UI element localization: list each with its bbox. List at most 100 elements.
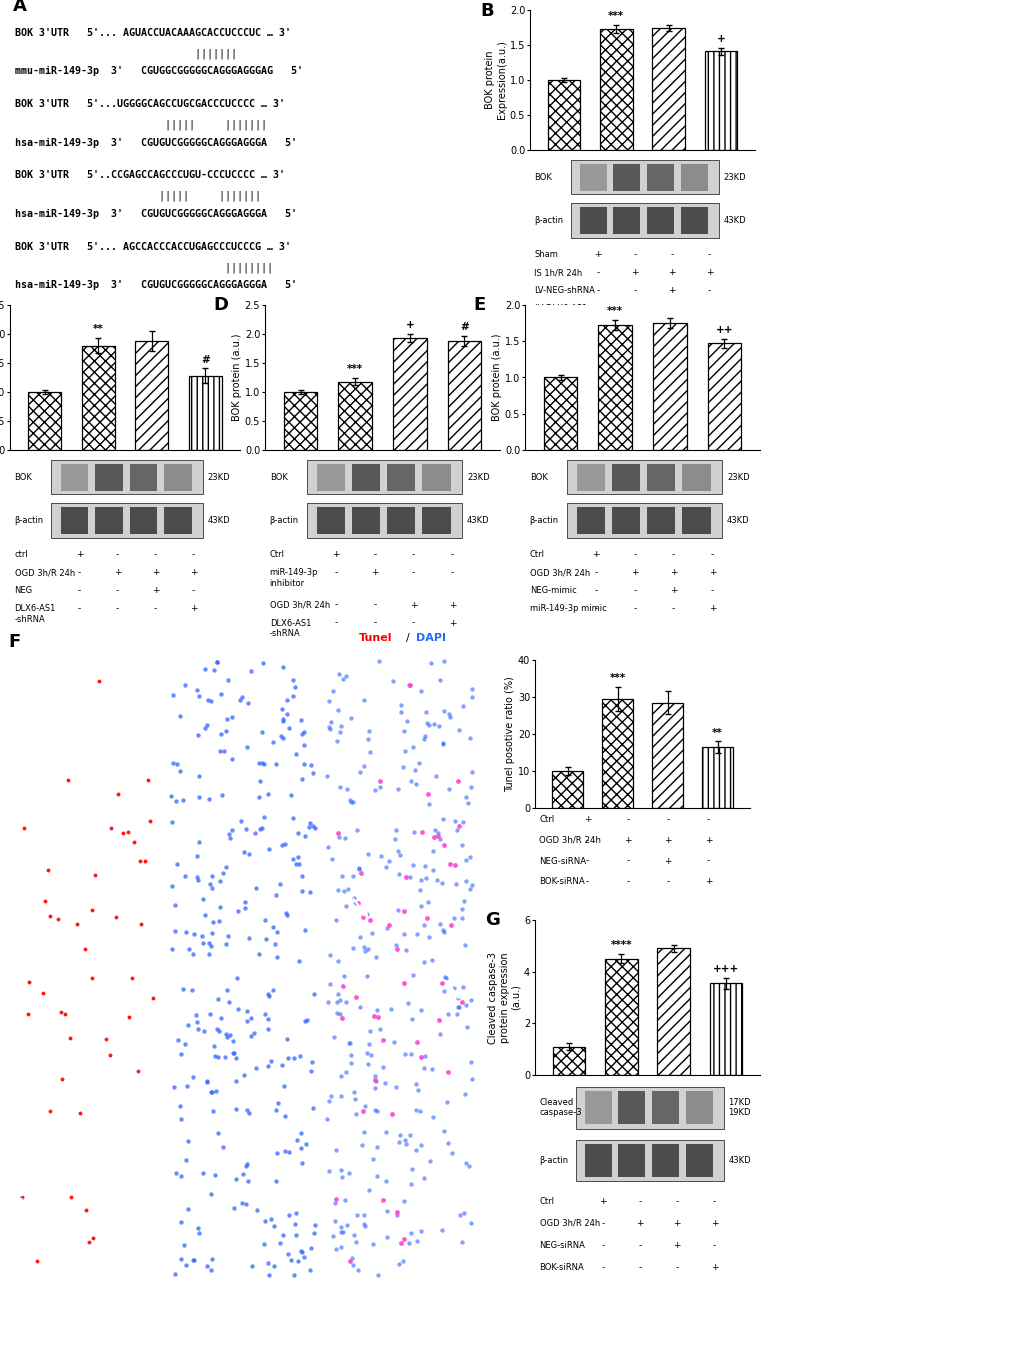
Bar [657, 949, 689, 1075]
Point [224, 749, 240, 770]
Point [42, 1101, 58, 1123]
Text: -: - [626, 878, 629, 886]
Point [406, 821, 422, 842]
Point [265, 1256, 281, 1278]
Point [439, 1003, 455, 1025]
Bar [599, 29, 632, 150]
Point [393, 694, 410, 716]
Point [351, 857, 367, 879]
Point [191, 765, 207, 787]
Point [361, 1033, 377, 1055]
Text: |||||     |||||||: ||||| ||||||| [15, 120, 267, 131]
Text: #: # [201, 355, 209, 365]
Point [459, 1015, 475, 1037]
Text: -: - [412, 568, 415, 577]
Point [386, 1032, 403, 1053]
Point [380, 849, 396, 871]
Text: NEG: NEG [14, 587, 33, 595]
Point [175, 977, 192, 999]
Point [164, 811, 180, 833]
Y-axis label: Tunel posotive ratio (%): Tunel posotive ratio (%) [504, 676, 515, 792]
Point [342, 1052, 359, 1074]
Text: -: - [373, 550, 376, 559]
Point [352, 996, 368, 1018]
Text: -: - [596, 268, 599, 278]
Point [367, 1098, 383, 1120]
Point [167, 1263, 183, 1285]
Point [282, 1249, 299, 1271]
Point [224, 1043, 240, 1064]
Bar [575, 1087, 723, 1128]
Point [205, 1100, 221, 1121]
Point [438, 1092, 454, 1113]
Point [435, 834, 451, 856]
Bar [422, 508, 450, 534]
Point [434, 972, 450, 994]
Point [408, 1139, 424, 1161]
Point [275, 727, 291, 749]
Point [449, 987, 466, 1009]
Point [247, 822, 263, 844]
Point [137, 851, 153, 872]
Text: +: + [371, 568, 378, 577]
Point [62, 1026, 78, 1048]
Point [173, 1165, 190, 1187]
Bar [352, 508, 380, 534]
Point [321, 1161, 337, 1183]
Point [338, 666, 355, 687]
Bar [709, 983, 742, 1075]
Point [347, 987, 364, 1009]
Point [413, 868, 429, 890]
Point [342, 1044, 359, 1066]
Point [329, 700, 345, 721]
Text: IS 1h/R 24h: IS 1h/R 24h [534, 268, 582, 278]
Point [324, 680, 340, 702]
Text: +++: +++ [712, 964, 739, 973]
Text: -: - [601, 1219, 604, 1228]
Bar [82, 346, 115, 450]
Point [87, 864, 103, 886]
Point [382, 999, 398, 1021]
Point [260, 1018, 276, 1040]
Point [378, 1121, 394, 1143]
Point [420, 715, 436, 736]
Point [145, 987, 161, 1009]
Text: +: + [190, 604, 197, 614]
Point [278, 904, 294, 925]
Text: -: - [450, 550, 453, 559]
Text: -: - [585, 836, 588, 845]
Point [163, 785, 179, 807]
Point [221, 1025, 237, 1047]
Point [377, 1170, 393, 1192]
Point [445, 977, 462, 999]
Text: +: + [152, 587, 159, 595]
Text: hsa-miR-149-3p  3'   CGUGUCGGGGGCAGGGAGGGA   5': hsa-miR-149-3p 3' CGUGUCGGGGGCAGGGAGGGA … [15, 280, 297, 290]
Point [290, 950, 307, 972]
Text: -: - [638, 1241, 641, 1249]
Point [457, 1083, 473, 1105]
Point [14, 1185, 31, 1207]
Text: Sham: Sham [534, 250, 557, 259]
Point [446, 810, 463, 832]
Point [320, 1090, 336, 1112]
Point [305, 1222, 321, 1244]
Point [332, 776, 348, 798]
Point [337, 827, 354, 849]
Point [20, 1003, 37, 1025]
Point [352, 761, 368, 783]
Point [461, 1155, 477, 1177]
Point [330, 879, 346, 901]
Point [296, 721, 312, 743]
Point [454, 976, 471, 998]
Text: **: ** [93, 324, 104, 335]
Point [453, 991, 470, 1013]
Point [462, 989, 478, 1011]
Point [210, 988, 226, 1010]
Point [244, 1007, 260, 1029]
Text: -: - [77, 604, 82, 614]
Bar [570, 203, 718, 238]
Point [210, 909, 226, 931]
Point [379, 1200, 395, 1222]
Point [190, 1011, 206, 1033]
Point [69, 913, 86, 935]
